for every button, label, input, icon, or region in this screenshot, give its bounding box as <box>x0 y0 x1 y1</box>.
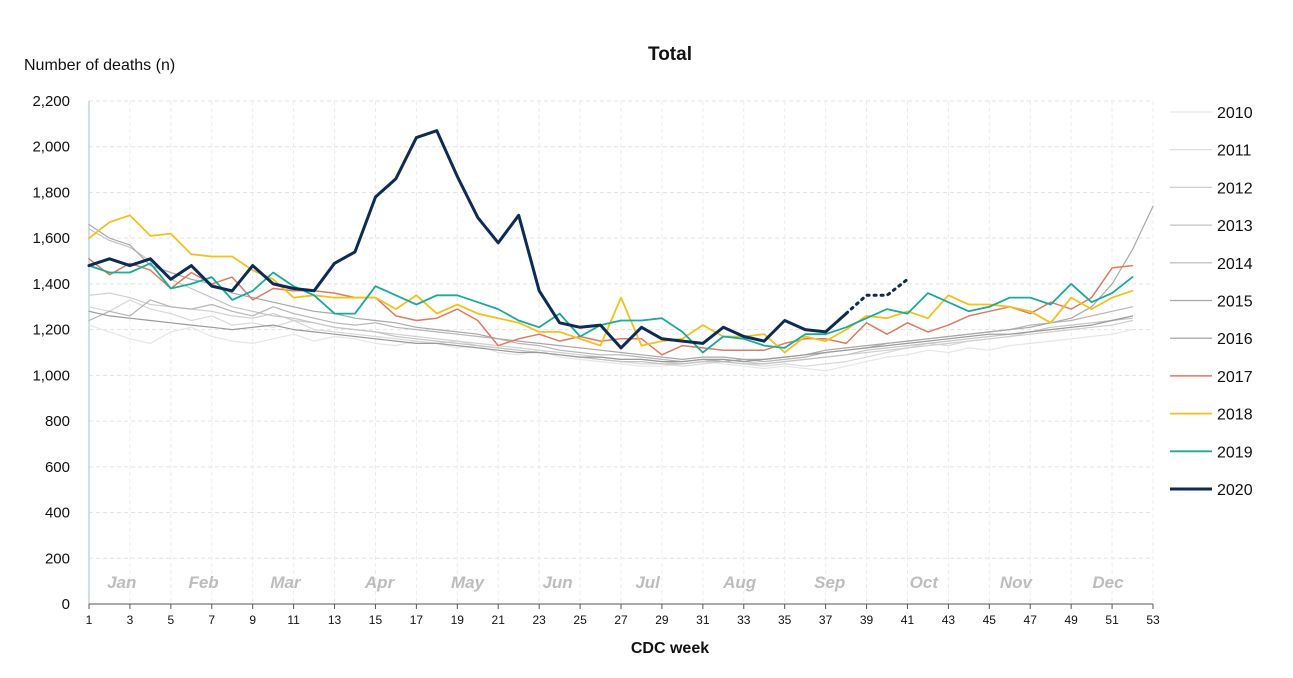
x-tick-label: 25 <box>573 613 587 627</box>
x-tick-label: 45 <box>983 613 997 627</box>
month-label: Jun <box>542 573 572 592</box>
legend-label-2014: 2014 <box>1217 256 1253 273</box>
y-tick-label: 200 <box>45 550 70 567</box>
x-tick-label: 37 <box>819 613 833 627</box>
month-label: Jul <box>635 573 661 592</box>
month-label: Nov <box>1000 573 1034 592</box>
x-tick-label: 21 <box>492 613 506 627</box>
series-line-2015 <box>88 205 1154 360</box>
chart-title: Total <box>648 44 692 65</box>
x-tick-label: 41 <box>901 613 915 627</box>
x-tick-label: 33 <box>737 613 751 627</box>
legend-label-2016: 2016 <box>1217 331 1253 348</box>
month-label: Oct <box>910 573 940 592</box>
series-line-2020 <box>87 129 848 350</box>
x-tick-label: 9 <box>249 613 256 627</box>
x-tick-label: 43 <box>942 613 956 627</box>
month-label: Sep <box>814 573 845 592</box>
x-tick-label: 17 <box>410 613 424 627</box>
x-tick-label: 5 <box>168 613 175 627</box>
x-tick-label: 51 <box>1105 613 1119 627</box>
x-tick-label: 15 <box>369 613 383 627</box>
series-lines <box>87 129 1154 372</box>
y-tick-label: 600 <box>45 459 70 476</box>
y-tick-label: 1,800 <box>32 184 70 201</box>
y-tick-label: 800 <box>45 413 70 430</box>
legend-label-2020: 2020 <box>1217 482 1253 499</box>
y-tick-label: 400 <box>45 505 70 522</box>
legend-label-2017: 2017 <box>1217 369 1253 386</box>
x-axis-label: CDC week <box>630 640 710 657</box>
y-tick-label: 0 <box>62 596 70 613</box>
month-label: May <box>451 573 486 592</box>
x-tick-label: 35 <box>778 613 792 627</box>
legend-label-2010: 2010 <box>1217 105 1253 122</box>
x-tick-label: 3 <box>127 613 134 627</box>
series-line-2020-provisional <box>844 277 909 316</box>
x-tick-label: 47 <box>1024 613 1038 627</box>
legend-label-2012: 2012 <box>1217 180 1253 197</box>
y-tick-label: 1,200 <box>32 322 70 339</box>
month-label: Dec <box>1092 573 1124 592</box>
series-line-2010 <box>88 324 1134 372</box>
series-line-2016 <box>88 310 1134 363</box>
y-tick-label: 2,000 <box>32 139 70 156</box>
x-tick-label: 27 <box>614 613 628 627</box>
y-tick-label: 1,400 <box>32 276 70 293</box>
y-tick-label: 2,200 <box>32 93 70 110</box>
x-tick-label: 23 <box>532 613 546 627</box>
legend-label-2013: 2013 <box>1217 218 1253 235</box>
series-line-2019 <box>88 262 1134 354</box>
month-labels: Jan Feb Mar Apr May Jun Jul Aug Sep Oct Nov Dec <box>107 573 1124 592</box>
x-tick-label: 39 <box>860 613 874 627</box>
axes: 0 200 400 600 800 1,000 1,200 1,400 1,600 1,800 2,… <box>32 93 1160 627</box>
x-tick-label: 7 <box>208 613 215 627</box>
legend: 2010 2011 2012 2013 2014 2015 2016 2017 2018 2019… <box>1170 105 1253 499</box>
gridlines <box>88 100 1154 604</box>
series-line-2013 <box>88 228 1134 365</box>
month-label: Jan <box>107 573 136 592</box>
x-tick-label: 11 <box>287 613 300 627</box>
month-label: Mar <box>270 573 302 592</box>
month-label: Aug <box>722 573 757 592</box>
x-tick-label: 19 <box>451 613 465 627</box>
legend-label-2015: 2015 <box>1217 294 1253 311</box>
month-label: Apr <box>364 573 396 592</box>
x-tick-label: 1 <box>86 613 93 627</box>
y-tick-label: 1,000 <box>32 367 70 384</box>
legend-label-2019: 2019 <box>1217 444 1253 461</box>
x-tick-label: 13 <box>328 613 342 627</box>
legend-label-2018: 2018 <box>1217 407 1253 424</box>
x-tick-label: 31 <box>696 613 710 627</box>
x-tick-label: 49 <box>1064 613 1078 627</box>
series-line-2017 <box>88 258 1134 356</box>
legend-label-2011: 2011 <box>1217 143 1252 160</box>
y-axis-label: Number of deaths (n) <box>24 57 176 74</box>
y-tick-label: 1,600 <box>32 230 70 247</box>
x-tick-label: 53 <box>1146 613 1160 627</box>
month-label: Feb <box>188 573 218 592</box>
x-tick-label: 29 <box>655 613 669 627</box>
